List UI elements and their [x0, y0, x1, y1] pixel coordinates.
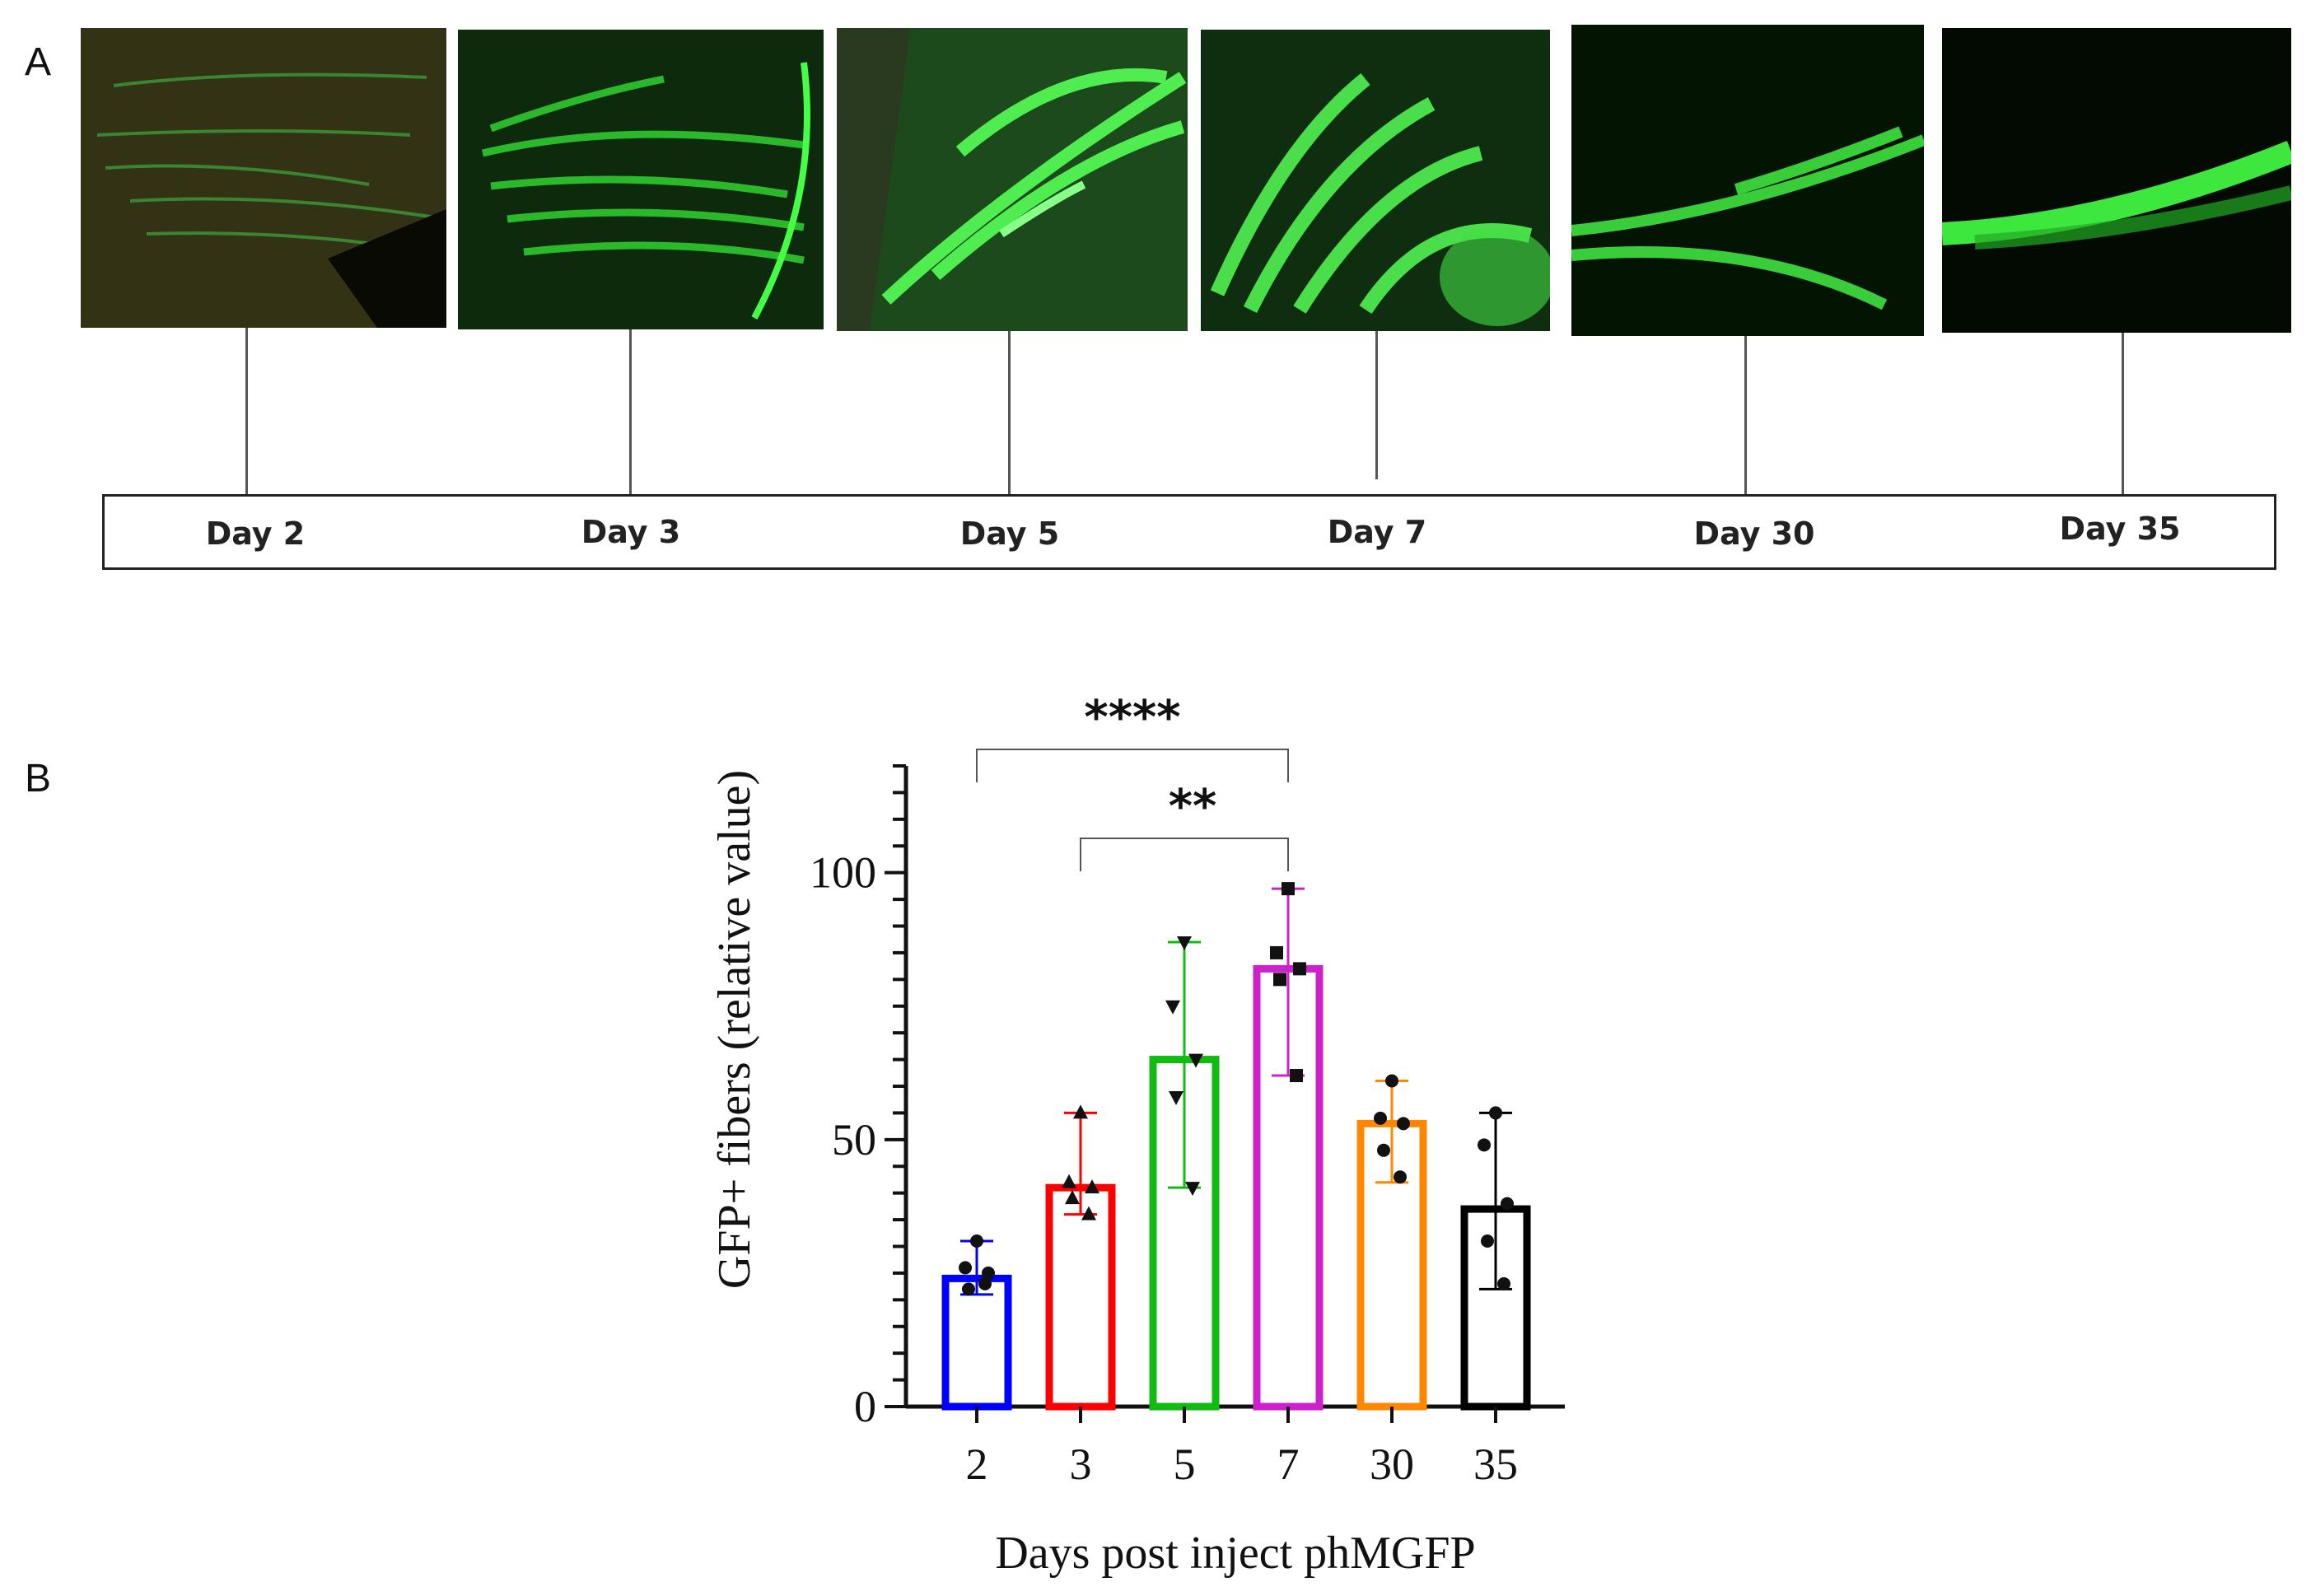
- timeline-day-label: Day 5: [959, 516, 1060, 552]
- timeline-box: [102, 494, 2276, 570]
- data-point-30: [1385, 1074, 1398, 1088]
- data-point-2: [970, 1234, 983, 1248]
- connector-day-30: [1744, 336, 1747, 494]
- timeline-day-label: Day 35: [2059, 511, 2181, 547]
- y-axis-label: GFP+ fibers (relative value): [709, 770, 760, 1289]
- bar-3: [1045, 1183, 1116, 1411]
- x-axis-label: Days post inject phMGFP: [995, 1528, 1475, 1579]
- data-point-35: [1497, 1276, 1510, 1290]
- bar-2: [941, 1274, 1012, 1411]
- data-point-2: [978, 1276, 992, 1290]
- micrograph-day-5: [837, 28, 1188, 331]
- timeline-day-label: Day 30: [1693, 516, 1815, 552]
- data-point-30: [1397, 1117, 1410, 1131]
- data-point-3: [1062, 1174, 1076, 1188]
- panel-label-b: B: [25, 757, 52, 800]
- micrograph-day-35: [1942, 28, 2291, 333]
- data-point-5: [1169, 1090, 1184, 1105]
- x-tick-label: 35: [1473, 1440, 1518, 1489]
- connector-day-2: [245, 328, 248, 494]
- data-point-2: [982, 1266, 995, 1280]
- panel-label-a: A: [25, 40, 52, 84]
- data-point-7: [1290, 1069, 1303, 1083]
- significance-bracket: [976, 749, 1289, 782]
- micrograph-day-30: [1571, 25, 1924, 336]
- timeline-day-label: Day 3: [581, 514, 681, 550]
- micrograph-day-2: [81, 28, 446, 328]
- x-tick-label: 2: [966, 1440, 988, 1489]
- micrograph-day-7: [1201, 30, 1550, 331]
- x-tick-label: 7: [1277, 1440, 1300, 1489]
- data-point-30: [1394, 1170, 1407, 1184]
- significance-label: ****: [1084, 691, 1180, 744]
- significance-bracket: [1080, 838, 1289, 871]
- micrograph-day-3: [458, 30, 824, 329]
- data-point-5: [1177, 936, 1192, 950]
- connector-day-35: [2122, 333, 2124, 494]
- data-point-7: [1270, 945, 1283, 959]
- data-point-35: [1489, 1106, 1502, 1120]
- data-point-3: [1085, 1179, 1099, 1194]
- x-tick-label: 5: [1174, 1440, 1196, 1489]
- data-point-5: [1185, 1182, 1200, 1197]
- timeline-day-label: Day 2: [205, 516, 306, 552]
- timeline-day-label: Day 7: [1327, 514, 1427, 550]
- data-point-3: [1073, 1104, 1088, 1119]
- y-tick-label: 100: [810, 848, 876, 898]
- data-point-35: [1481, 1234, 1494, 1248]
- connector-day-3: [629, 329, 632, 494]
- connector-day-5: [1008, 331, 1011, 494]
- data-point-2: [962, 1282, 975, 1296]
- data-point-7: [1293, 962, 1306, 976]
- bar-chart: GFP+ fibers (relative value) Days post i…: [709, 691, 1565, 1579]
- x-tick-label: 3: [1070, 1440, 1092, 1489]
- data-point-35: [1478, 1138, 1491, 1152]
- data-point-5: [1165, 1000, 1180, 1015]
- connector-day-7: [1375, 331, 1378, 479]
- data-point-3: [1065, 1190, 1080, 1205]
- data-point-30: [1374, 1111, 1387, 1125]
- y-tick-label: 0: [854, 1382, 876, 1431]
- data-point-2: [959, 1261, 972, 1275]
- significance-label: **: [1169, 780, 1217, 833]
- data-point-35: [1501, 1197, 1514, 1211]
- data-point-3: [1081, 1206, 1096, 1220]
- y-tick-label: 50: [832, 1115, 876, 1164]
- data-point-7: [1282, 882, 1295, 896]
- data-point-30: [1377, 1143, 1390, 1157]
- data-point-7: [1273, 973, 1286, 987]
- data-point-5: [1188, 1053, 1203, 1068]
- x-tick-label: 30: [1370, 1440, 1414, 1489]
